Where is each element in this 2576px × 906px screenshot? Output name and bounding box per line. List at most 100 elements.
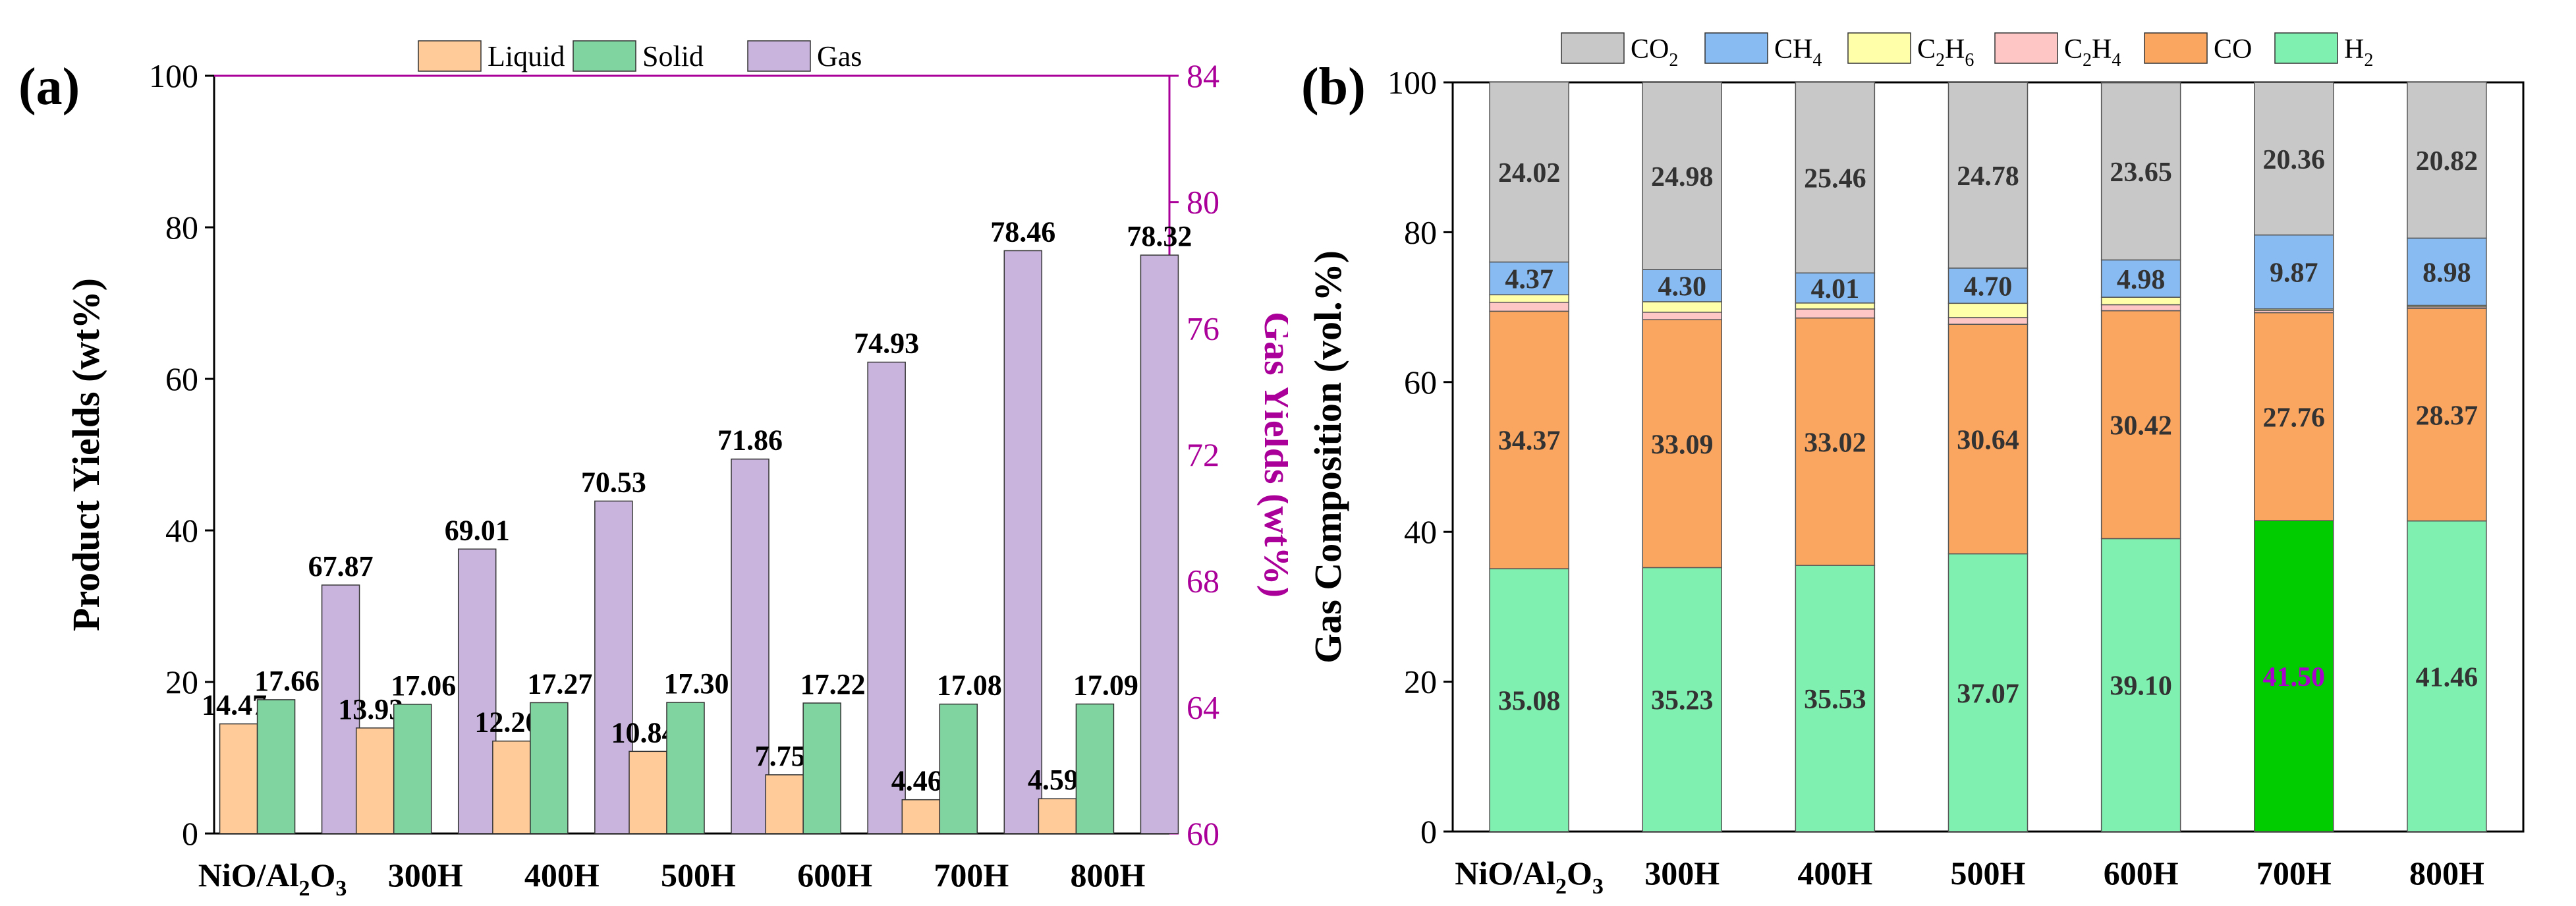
data-label-liquid: 10.84 — [611, 716, 677, 749]
stack-segment-h2 — [2407, 520, 2487, 832]
legend-label: C2H6 — [1917, 34, 1974, 71]
segment-label-co: 34.37 — [1498, 426, 1561, 457]
y2-tick-label: 72 — [1187, 436, 1219, 473]
bar-liquid — [765, 774, 804, 834]
bar-solid — [802, 702, 841, 834]
stack-segment-c2h6 — [2100, 297, 2181, 306]
bar-solid — [666, 702, 705, 834]
x-tick-label: 700H — [934, 857, 1009, 893]
data-label-solid: 17.08 — [937, 669, 1002, 702]
x-tick-label: 400H — [524, 857, 600, 893]
bar-liquid — [219, 723, 258, 834]
stack-segment-co2 — [1795, 82, 1876, 274]
segment-label-ch4: 4.37 — [1505, 264, 1554, 295]
segment-label-h2: 37.07 — [1957, 679, 2019, 709]
stack-segment-c2h6 — [1947, 302, 2029, 318]
y2-tick-label: 76 — [1187, 310, 1219, 347]
stack-segment-co2 — [1947, 82, 2029, 269]
y-tick-label: 0 — [182, 815, 198, 852]
segment-label-co: 27.76 — [2263, 403, 2326, 433]
segment-label-ch4: 4.01 — [1811, 274, 1860, 304]
y2-tick-label: 64 — [1187, 689, 1219, 725]
segment-label-co2: 24.02 — [1498, 158, 1561, 188]
bar-solid — [256, 699, 296, 834]
stack-segment-h2 — [2254, 520, 2334, 832]
stack-segment-c2h4 — [1947, 317, 2029, 325]
legend-label: C2H4 — [2064, 34, 2121, 71]
bar-gas — [731, 458, 770, 834]
y-tick-label: 0 — [1420, 813, 1437, 850]
stack-segment-ch4 — [2100, 259, 2181, 298]
y-tick-label: 100 — [149, 57, 198, 94]
stack-segment-c2h4 — [2100, 304, 2181, 312]
stack-segment-co2 — [1642, 82, 1722, 270]
legend-swatch-liquid — [418, 40, 482, 72]
segment-label-co2: 23.65 — [2110, 157, 2172, 188]
stack-segment-co — [1642, 319, 1722, 569]
y-tick-label: 20 — [1404, 664, 1437, 700]
stack-segment-ch4 — [1642, 269, 1722, 302]
data-label-gas: 78.46 — [990, 215, 1055, 248]
x-tick-label: 400H — [1797, 855, 1872, 892]
stack-segment-c2h4 — [1795, 308, 1876, 319]
stack-segment-h2 — [2100, 538, 2181, 832]
y2-axis-title: Gas Yields (wt%) — [1256, 312, 1288, 598]
legend-label: CH4 — [1774, 34, 1822, 71]
data-label-solid: 17.30 — [664, 667, 729, 700]
data-label-gas: 74.93 — [854, 327, 919, 360]
legend-label-liquid: Liquid — [488, 40, 565, 72]
y-tick-label: 40 — [1404, 513, 1437, 550]
bar-liquid — [355, 727, 395, 834]
y-axis-title: Gas Composition (vol.%) — [1306, 250, 1349, 664]
stack-segment-h2 — [1795, 565, 1876, 832]
legend-swatch — [1704, 32, 1768, 64]
x-tick-label: 600H — [2104, 855, 2179, 892]
legend-swatch — [1994, 32, 2058, 64]
legend-label-gas: Gas — [817, 40, 862, 72]
segment-label-ch4: 8.98 — [2422, 258, 2471, 288]
data-label-liquid: 4.59 — [1028, 764, 1078, 796]
stack-segment-co2 — [2407, 81, 2487, 239]
segment-label-h2: 35.23 — [1651, 686, 1714, 716]
segment-label-ch4: 4.98 — [2117, 265, 2166, 295]
x-tick-label: 500H — [661, 857, 736, 893]
x-tick-label: 300H — [388, 857, 463, 893]
panel-label-a: (a) — [18, 58, 80, 116]
stack-segment-h2 — [1642, 567, 1722, 832]
bar-solid — [393, 704, 432, 834]
legend-swatch-gas — [747, 40, 811, 72]
data-label-gas: 69.01 — [445, 514, 510, 546]
stack-segment-ch4 — [2254, 234, 2334, 310]
y-tick-label: 40 — [165, 512, 198, 549]
stack-segment-c2h6 — [1642, 301, 1722, 313]
stack-segment-co — [1489, 310, 1569, 569]
bar-solid — [1075, 703, 1115, 834]
panel-label-b: (b) — [1301, 58, 1366, 116]
legend-label: CO — [2214, 34, 2252, 65]
segment-label-co: 28.37 — [2416, 401, 2478, 431]
data-label-gas: 71.86 — [717, 424, 783, 457]
segment-label-co: 33.09 — [1651, 430, 1714, 460]
stack-segment-co — [1947, 324, 2029, 555]
data-label-liquid: 4.46 — [891, 765, 942, 797]
x-tick-label: 500H — [1951, 855, 2026, 892]
data-label-gas: 70.53 — [581, 466, 646, 498]
y2-tick-label: 80 — [1187, 184, 1219, 221]
segment-label-h2: 39.10 — [2110, 671, 2172, 702]
data-label-liquid: 12.20 — [474, 706, 540, 739]
panel-a-chart: (a) 0 20 40 60 80 100 60 64 68 72 76 80 84 Product Yie… — [18, 40, 1288, 901]
legend-swatch — [2144, 32, 2208, 64]
stack-segment-c2h4 — [1642, 312, 1722, 320]
bar-gas — [1003, 250, 1043, 834]
segment-label-co: 33.02 — [1804, 428, 1866, 458]
bar-solid — [939, 703, 978, 834]
bar-gas — [867, 361, 906, 834]
x-tick-label: 700H — [2256, 855, 2332, 892]
segment-label-co: 30.64 — [1957, 425, 2019, 455]
segment-label-co2: 25.46 — [1804, 164, 1866, 194]
stack-segment-h2 — [1489, 568, 1569, 832]
product-yields-chart: (a) 0 20 40 60 80 100 60 64 68 72 76 80 84 Product Yie… — [18, 40, 1288, 901]
bar-gas — [457, 548, 497, 834]
segment-label-h2: 35.08 — [1498, 687, 1561, 717]
bar-liquid — [629, 750, 667, 834]
